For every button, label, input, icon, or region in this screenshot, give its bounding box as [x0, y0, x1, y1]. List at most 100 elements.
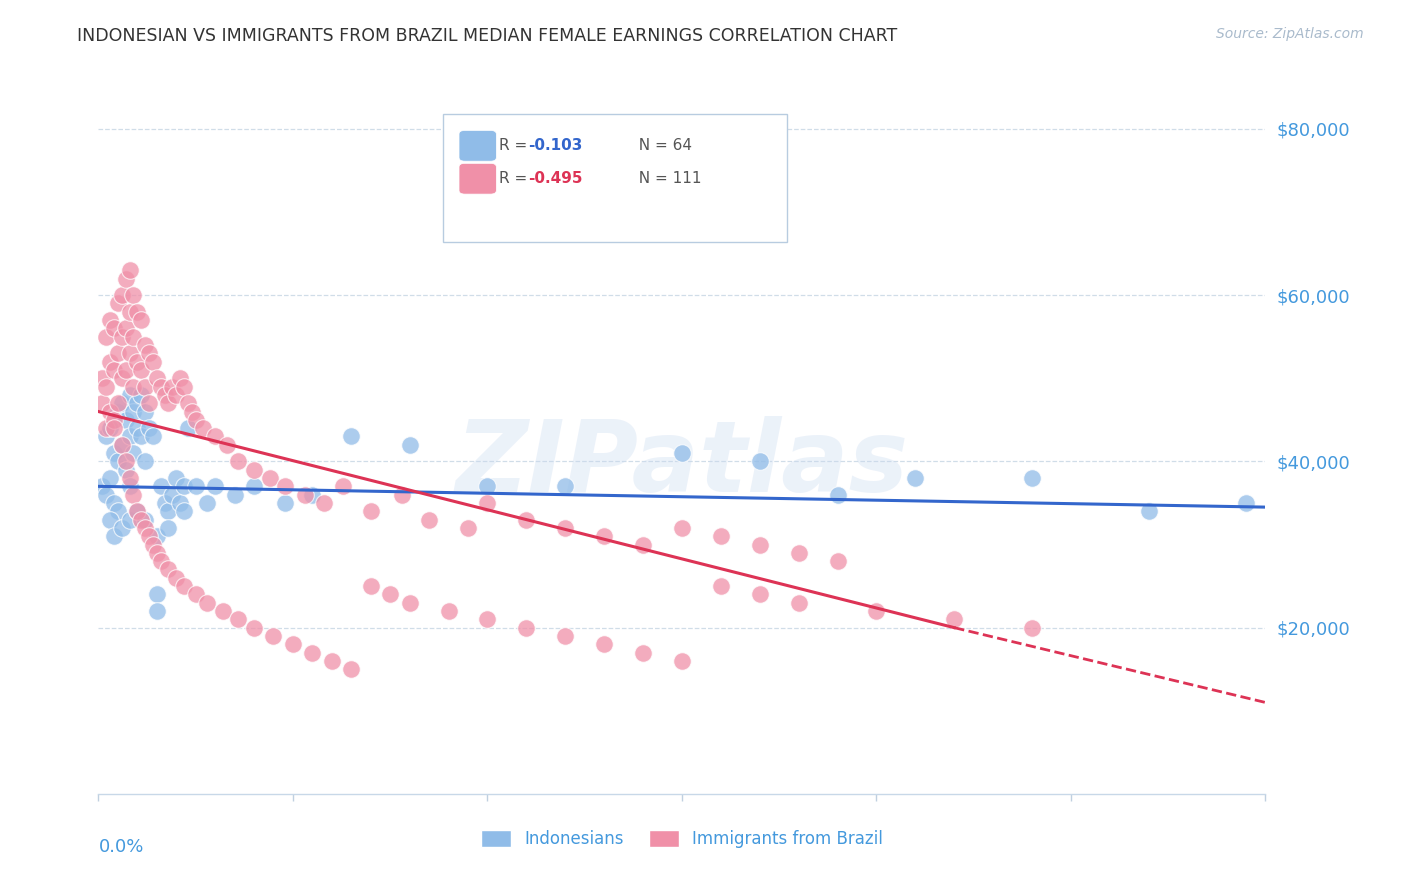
- Point: [111, 396, 134, 410]
- Point: [118, 512, 141, 526]
- Point: [301, 488, 323, 502]
- Point: [157, 504, 180, 518]
- Point: [98, 313, 121, 327]
- Point: [114, 454, 136, 468]
- Point: [98, 404, 121, 418]
- Point: [165, 388, 187, 402]
- Text: -0.495: -0.495: [527, 171, 582, 186]
- Text: ZIPatlas: ZIPatlas: [456, 417, 908, 513]
- Point: [204, 429, 226, 443]
- Point: [129, 363, 152, 377]
- Point: [114, 321, 136, 335]
- Point: [111, 521, 134, 535]
- Point: [631, 537, 654, 551]
- Point: [111, 330, 134, 344]
- Point: [157, 562, 180, 576]
- Point: [96, 429, 118, 443]
- Point: [274, 496, 297, 510]
- Point: [1137, 504, 1160, 518]
- Point: [204, 479, 226, 493]
- Point: [96, 421, 118, 435]
- Point: [173, 504, 195, 518]
- Point: [114, 363, 136, 377]
- Point: [457, 521, 479, 535]
- Point: [157, 521, 180, 535]
- Point: [321, 654, 343, 668]
- Point: [631, 646, 654, 660]
- Point: [340, 429, 363, 443]
- Point: [228, 612, 250, 626]
- Point: [593, 637, 616, 651]
- Point: [380, 587, 402, 601]
- Point: [114, 463, 136, 477]
- Point: [274, 479, 297, 493]
- Point: [312, 496, 335, 510]
- Point: [477, 496, 499, 510]
- Point: [157, 396, 180, 410]
- Text: R =: R =: [499, 171, 531, 186]
- Point: [138, 421, 160, 435]
- Point: [177, 421, 200, 435]
- Point: [111, 371, 134, 385]
- Point: [127, 396, 149, 410]
- Point: [195, 596, 218, 610]
- Point: [243, 621, 266, 635]
- Point: [437, 604, 460, 618]
- Point: [224, 488, 246, 502]
- Point: [259, 471, 281, 485]
- Point: [118, 305, 141, 319]
- Point: [107, 396, 129, 410]
- Point: [111, 438, 134, 452]
- Point: [149, 379, 172, 393]
- Point: [243, 463, 266, 477]
- Point: [122, 488, 145, 502]
- Point: [118, 346, 141, 360]
- Point: [134, 404, 156, 418]
- Point: [710, 529, 733, 543]
- Point: [184, 413, 207, 427]
- Point: [193, 421, 215, 435]
- Point: [332, 479, 354, 493]
- Point: [593, 529, 616, 543]
- Point: [865, 604, 887, 618]
- Point: [149, 554, 172, 568]
- Point: [127, 305, 149, 319]
- Point: [103, 363, 125, 377]
- Point: [127, 504, 149, 518]
- Point: [1234, 496, 1257, 510]
- Point: [107, 296, 129, 310]
- Point: [129, 313, 152, 327]
- Point: [173, 479, 195, 493]
- Point: [134, 379, 156, 393]
- Point: [169, 496, 191, 510]
- Point: [98, 421, 121, 435]
- Point: [515, 512, 537, 526]
- Point: [118, 471, 141, 485]
- Point: [98, 512, 121, 526]
- Point: [103, 529, 125, 543]
- Point: [228, 454, 250, 468]
- Point: [122, 379, 145, 393]
- Point: [173, 579, 195, 593]
- Point: [127, 504, 149, 518]
- Point: [96, 488, 118, 502]
- Point: [748, 587, 770, 601]
- Point: [129, 388, 152, 402]
- Text: Source: ZipAtlas.com: Source: ZipAtlas.com: [1216, 27, 1364, 41]
- Point: [149, 479, 172, 493]
- Point: [91, 371, 114, 385]
- Point: [787, 546, 810, 560]
- Point: [146, 371, 169, 385]
- FancyBboxPatch shape: [458, 163, 496, 194]
- Point: [103, 321, 125, 335]
- Point: [398, 596, 420, 610]
- Point: [146, 587, 169, 601]
- Point: [212, 604, 235, 618]
- Point: [748, 454, 770, 468]
- FancyBboxPatch shape: [458, 130, 496, 161]
- Point: [360, 504, 382, 518]
- Point: [827, 554, 849, 568]
- Point: [215, 438, 238, 452]
- Point: [477, 612, 499, 626]
- Point: [195, 496, 218, 510]
